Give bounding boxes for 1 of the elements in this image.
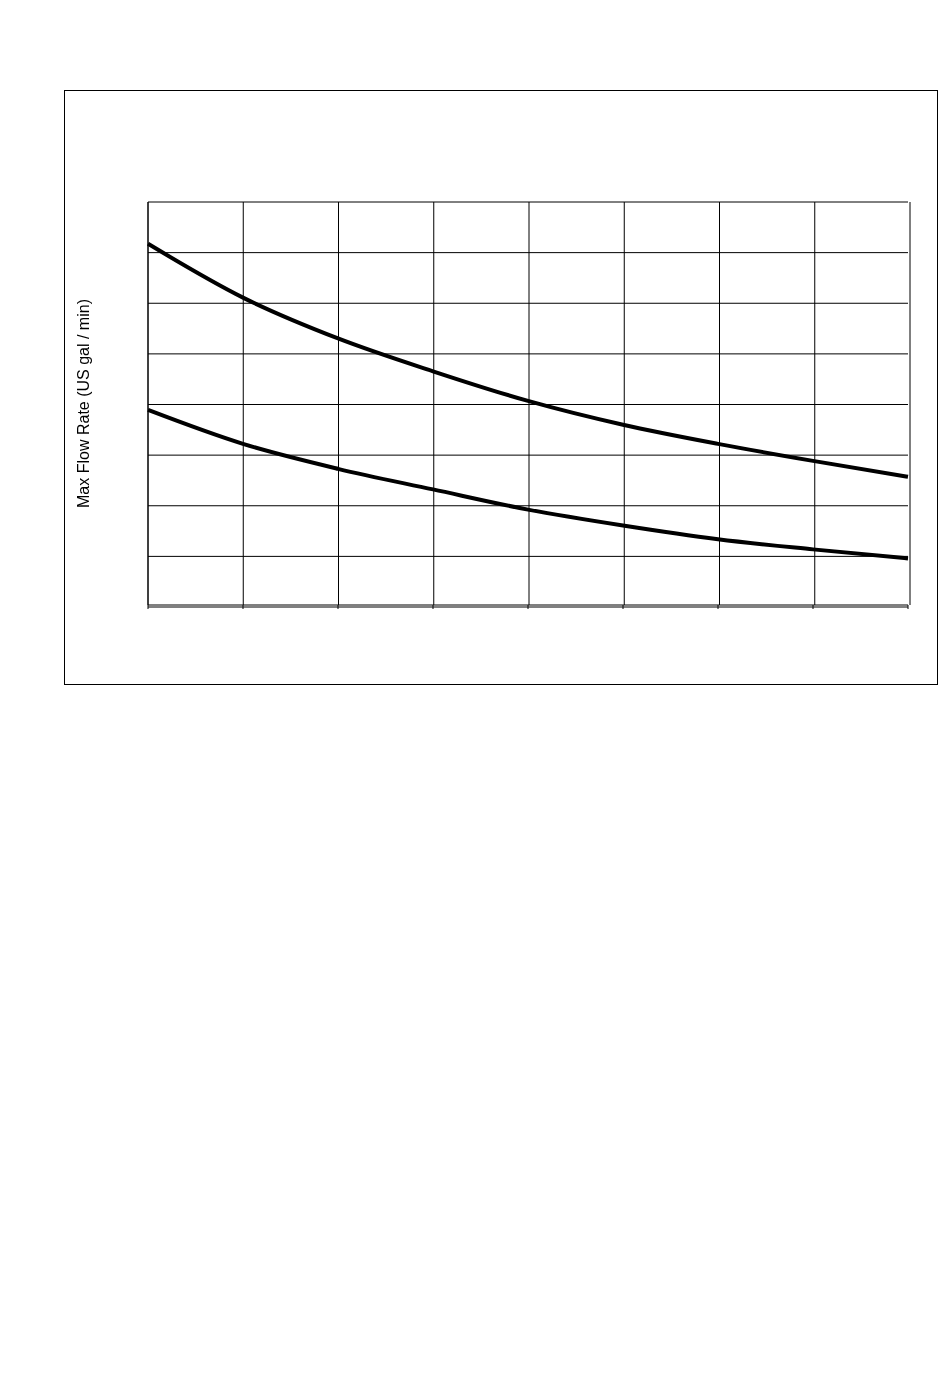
y-axis-title: Max Flow Rate (US gal / min): [74, 299, 92, 508]
